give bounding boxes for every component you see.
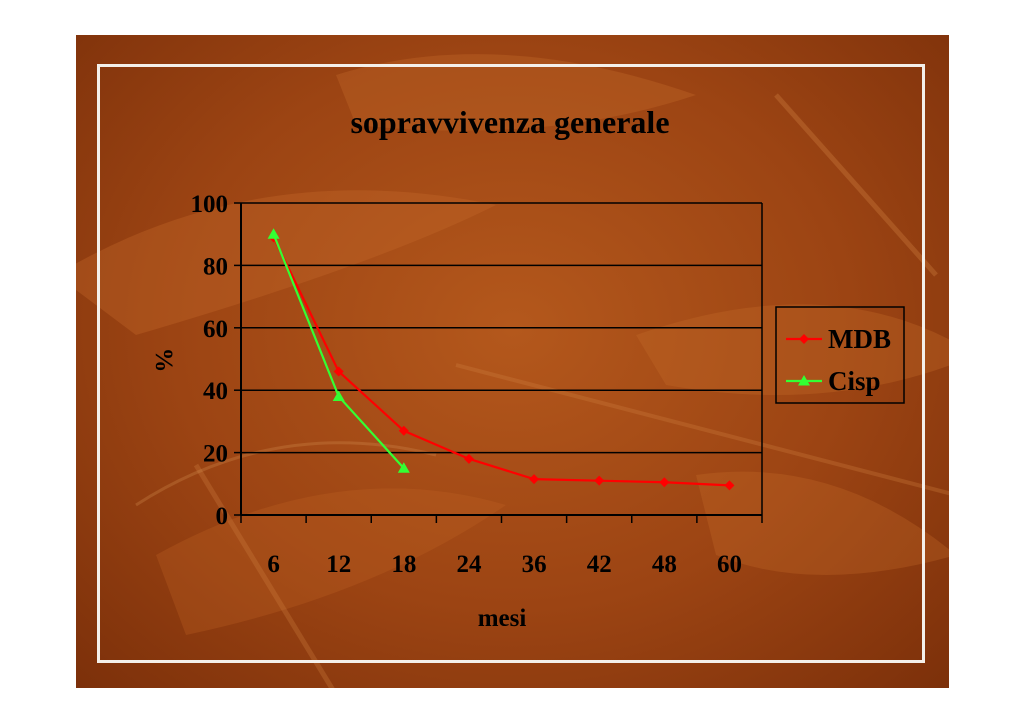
data-point xyxy=(398,425,409,436)
data-point xyxy=(333,366,344,377)
y-axis-label: % xyxy=(150,348,177,373)
legend-entry: Cisp xyxy=(786,366,881,396)
data-point xyxy=(463,453,474,464)
y-tick-label: 20 xyxy=(203,441,228,468)
legend: MDB Cisp xyxy=(775,306,905,404)
y-tick-label: 40 xyxy=(203,378,228,405)
series-mdb xyxy=(268,232,735,491)
slide-frame xyxy=(97,64,925,663)
series-cisp xyxy=(267,228,410,473)
legend-box xyxy=(775,306,905,404)
x-tick-label: 48 xyxy=(652,551,677,578)
y-tick-label: 100 xyxy=(191,191,229,218)
data-point xyxy=(267,228,280,239)
data-point xyxy=(799,334,809,344)
y-tick-label: 60 xyxy=(203,316,228,343)
data-point xyxy=(332,390,345,401)
x-tick-label: 42 xyxy=(587,551,612,578)
data-point xyxy=(798,375,810,386)
series-line xyxy=(272,236,730,487)
chart-title: sopravvivenza generale xyxy=(350,104,669,140)
x-tick-label: 60 xyxy=(717,551,742,578)
data-point xyxy=(529,474,540,485)
x-axis-label: mesi xyxy=(478,605,527,632)
y-tick-label: 80 xyxy=(203,253,228,280)
x-tick-label: 6 xyxy=(267,551,280,578)
data-point xyxy=(724,480,735,491)
x-tick-label: 18 xyxy=(391,551,416,578)
axes: 0 20 40 60 80 100 6 12 18 24 36 42 48 60 xyxy=(191,191,763,578)
x-tick-label: 12 xyxy=(326,551,351,578)
series-lines xyxy=(267,228,735,491)
chart-labels: sopravvivenza generale mesi % xyxy=(150,104,670,632)
legend-label: Cisp xyxy=(828,366,881,396)
data-point xyxy=(594,475,605,486)
gridlines xyxy=(241,202,762,454)
data-point xyxy=(397,462,410,473)
y-tick-label: 0 xyxy=(216,503,229,530)
series-line xyxy=(272,233,405,469)
legend-entry: MDB xyxy=(786,324,891,354)
slide-background: 0 20 40 60 80 100 6 12 18 24 36 42 48 60 sopravvivenz… xyxy=(76,35,949,688)
survival-line-chart: 0 20 40 60 80 100 6 12 18 24 36 42 48 60 sopravvivenz… xyxy=(150,104,905,632)
data-point xyxy=(659,477,670,488)
x-tick-label: 36 xyxy=(522,551,547,578)
x-tick-label: 24 xyxy=(456,551,482,578)
legend-label: MDB xyxy=(828,324,891,354)
leaf-background-decoration xyxy=(76,54,949,688)
